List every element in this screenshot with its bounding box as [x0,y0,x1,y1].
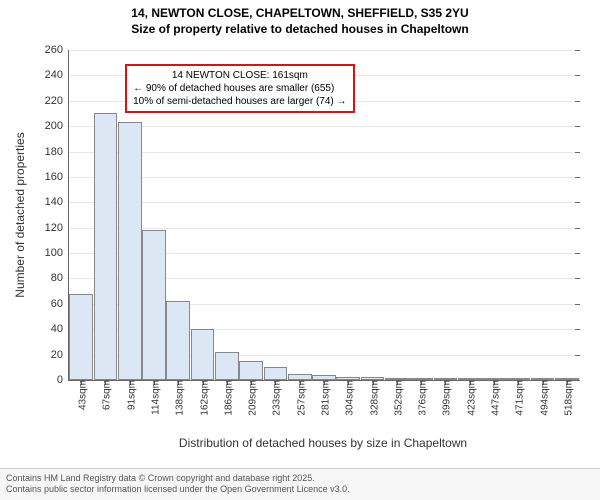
x-tick-label: 43sqm [74,380,89,410]
x-axis-label: Distribution of detached houses by size … [179,436,467,450]
x-tick-label: 423sqm [462,380,477,416]
gridline [69,126,579,127]
x-tick-label: 471sqm [511,380,526,416]
x-tick-label: 257sqm [292,380,307,416]
x-tick-label: 281sqm [317,380,332,416]
y-tick-label: 80 [51,272,69,284]
x-tick-label: 494sqm [535,380,550,416]
y-tick-label: 100 [45,247,69,259]
y-tick-mark [575,355,580,356]
x-tick-label: 518sqm [559,380,574,416]
histogram-bar [239,361,263,380]
histogram-bar [166,301,190,380]
gridline [69,202,579,203]
title-line1: 14, NEWTON CLOSE, CHAPELTOWN, SHEFFIELD,… [0,6,600,22]
histogram-bar [69,294,93,380]
y-tick-label: 220 [45,95,69,107]
histogram-bar [142,230,166,380]
y-tick-label: 0 [57,374,69,386]
x-tick-label: 209sqm [244,380,259,416]
y-tick-label: 60 [51,298,69,310]
y-tick-mark [575,304,580,305]
x-tick-label: 186sqm [219,380,234,416]
y-tick-mark [575,202,580,203]
chart-container: 14, NEWTON CLOSE, CHAPELTOWN, SHEFFIELD,… [0,0,600,500]
gridline [69,152,579,153]
y-tick-mark [575,329,580,330]
y-tick-label: 240 [45,69,69,81]
x-tick-label: 376sqm [414,380,429,416]
y-tick-label: 260 [45,44,69,56]
y-tick-label: 20 [51,349,69,361]
x-tick-label: 162sqm [195,380,210,416]
y-tick-mark [575,177,580,178]
x-tick-label: 91sqm [122,380,137,410]
y-tick-mark [575,253,580,254]
y-tick-mark [575,380,580,381]
y-tick-mark [575,228,580,229]
y-tick-label: 200 [45,120,69,132]
y-tick-label: 140 [45,196,69,208]
histogram-bar [118,122,142,380]
y-tick-mark [575,278,580,279]
y-axis-label: Number of detached properties [13,132,27,297]
gridline [69,177,579,178]
x-tick-label: 67sqm [98,380,113,410]
y-tick-mark [575,126,580,127]
y-tick-label: 120 [45,222,69,234]
gridline [69,228,579,229]
x-tick-label: 352sqm [389,380,404,416]
y-tick-mark [575,50,580,51]
x-tick-label: 399sqm [438,380,453,416]
footer-attribution: Contains HM Land Registry data © Crown c… [0,468,600,500]
annotation-box: 14 NEWTON CLOSE: 161sqm← 90% of detached… [125,64,354,113]
histogram-bar [94,113,118,380]
y-tick-mark [575,101,580,102]
y-tick-mark [575,152,580,153]
x-tick-label: 328sqm [365,380,380,416]
histogram-bar [191,329,215,380]
plot-area: 02040608010012014016018020022024026043sq… [68,50,579,381]
annotation-line3: 10% of semi-detached houses are larger (… [133,95,346,108]
gridline [69,50,579,51]
y-tick-label: 160 [45,171,69,183]
chart-title: 14, NEWTON CLOSE, CHAPELTOWN, SHEFFIELD,… [0,0,600,37]
title-line2: Size of property relative to detached ho… [0,22,600,38]
footer-line1: Contains HM Land Registry data © Crown c… [6,473,594,485]
x-tick-label: 138sqm [171,380,186,416]
x-tick-label: 233sqm [268,380,283,416]
y-tick-mark [575,75,580,76]
y-tick-label: 180 [45,146,69,158]
annotation-line2: ← 90% of detached houses are smaller (65… [133,82,346,95]
x-tick-label: 304sqm [341,380,356,416]
x-tick-label: 114sqm [147,380,162,415]
histogram-bar [215,352,239,380]
annotation-line1: 14 NEWTON CLOSE: 161sqm [133,69,346,82]
y-tick-label: 40 [51,323,69,335]
footer-line2: Contains public sector information licen… [6,484,594,496]
histogram-bar [264,367,288,380]
x-tick-label: 447sqm [487,380,502,416]
